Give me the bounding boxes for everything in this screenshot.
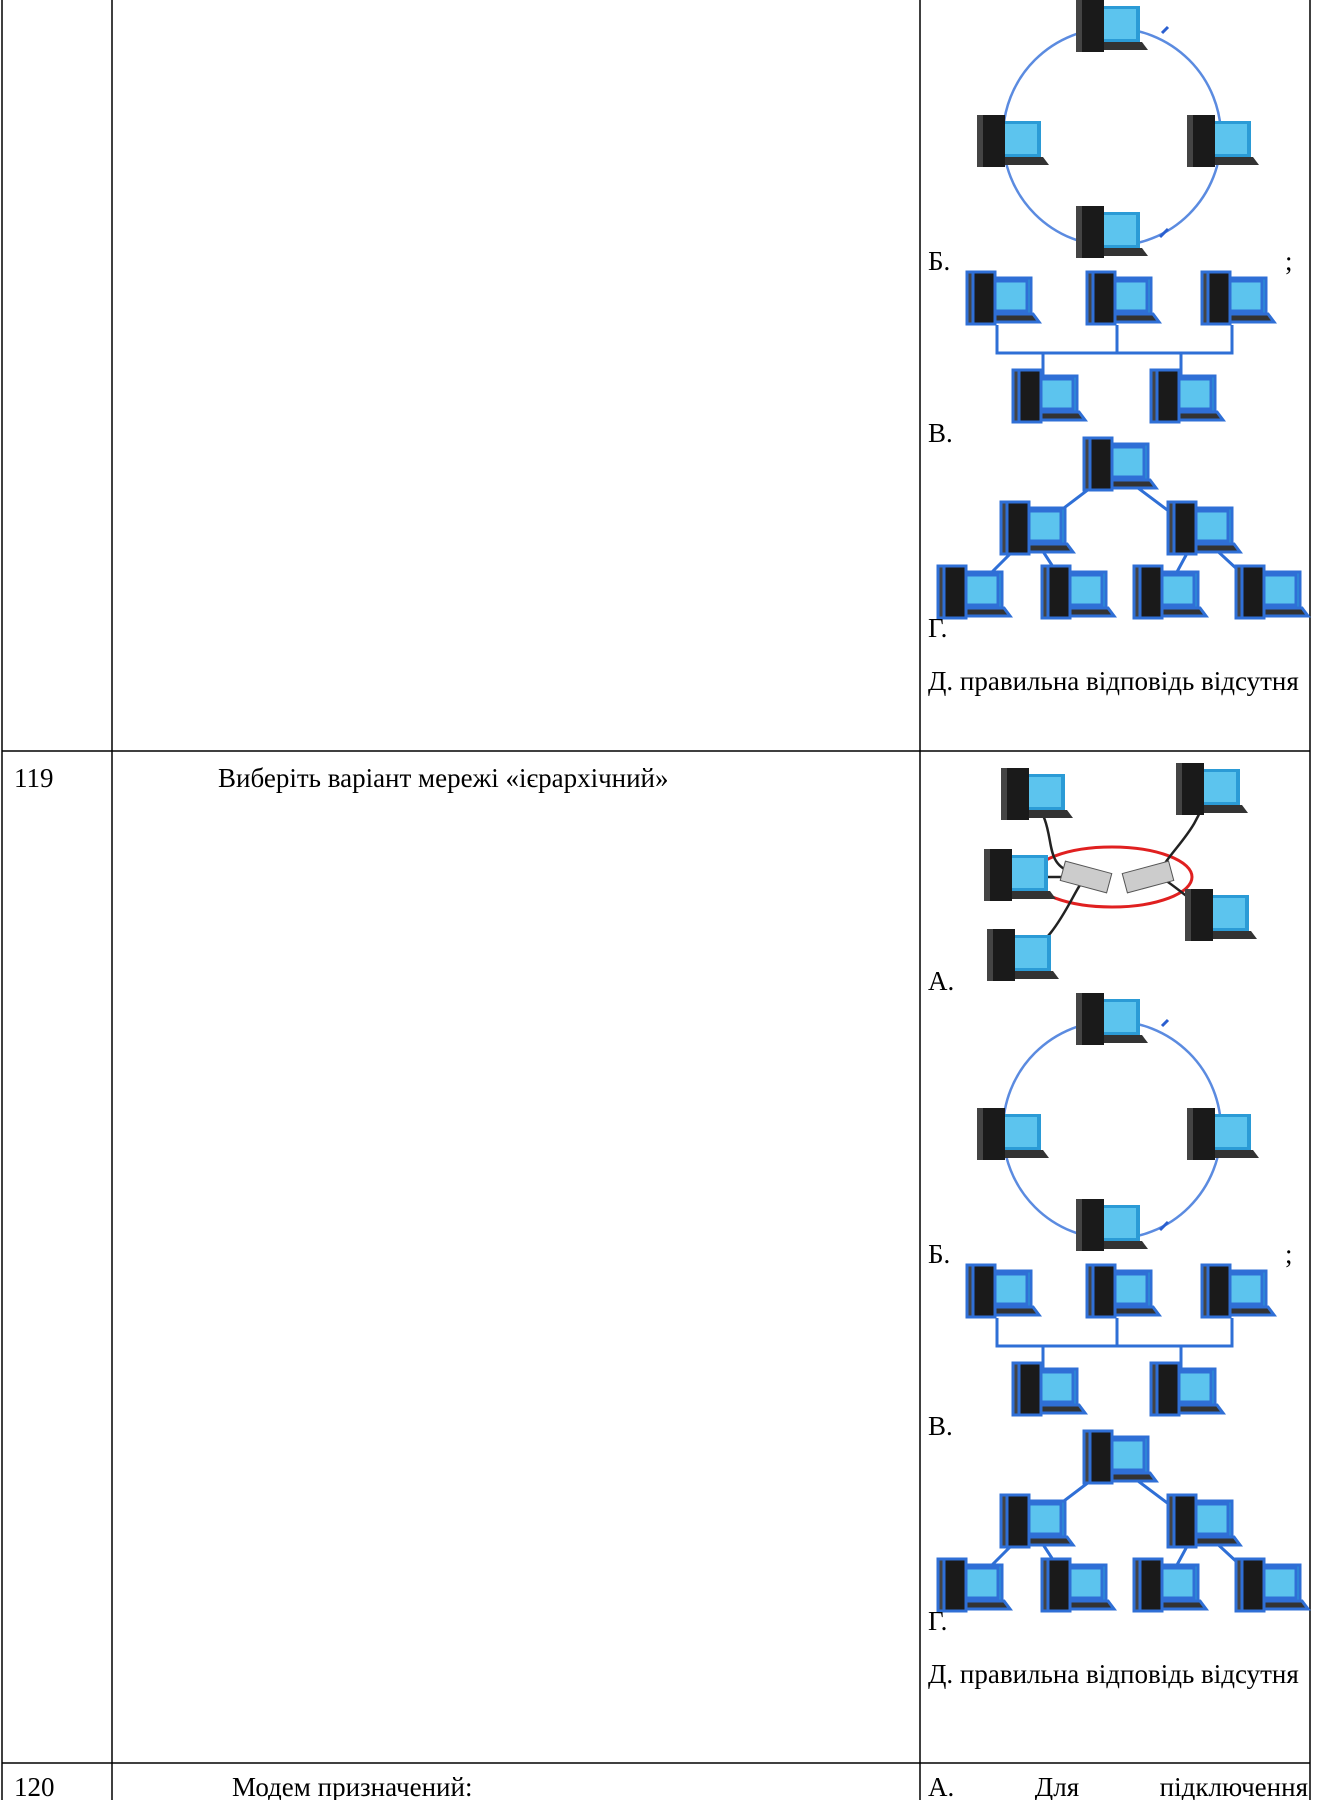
cell-text: ; bbox=[1285, 1239, 1293, 1269]
cell-text: Модем призначений: bbox=[232, 1772, 473, 1800]
cell-text: Г. bbox=[928, 1606, 948, 1636]
cell-text: ; bbox=[1285, 246, 1293, 276]
cell-text: Д. правильна відповідь відсутня bbox=[928, 1659, 1299, 1689]
bus-diagram bbox=[967, 272, 1274, 422]
bus-diagram bbox=[967, 1265, 1274, 1415]
cell-text: Г. bbox=[928, 613, 948, 643]
ring-switch-diagram bbox=[984, 763, 1257, 981]
cell-text: Виберіть варіант мережі «ієрархічний» bbox=[218, 763, 669, 793]
cell-text: 120 bbox=[14, 1772, 55, 1800]
cell-text: А. Для підключення bbox=[928, 1772, 1308, 1800]
cell-text: Б. bbox=[928, 246, 951, 276]
cell-text: Б. bbox=[928, 1239, 951, 1269]
cell-text: В. bbox=[928, 1411, 953, 1441]
tree-diagram bbox=[938, 1431, 1308, 1611]
cell-text: 119 bbox=[14, 763, 54, 793]
ring-diagram bbox=[977, 993, 1259, 1251]
cell-text: А. bbox=[928, 966, 955, 996]
cell-text: Д. правильна відповідь відсутня bbox=[928, 666, 1299, 696]
ring-diagram bbox=[977, 0, 1259, 258]
cell-text: В. bbox=[928, 418, 953, 448]
tree-diagram bbox=[938, 438, 1308, 618]
